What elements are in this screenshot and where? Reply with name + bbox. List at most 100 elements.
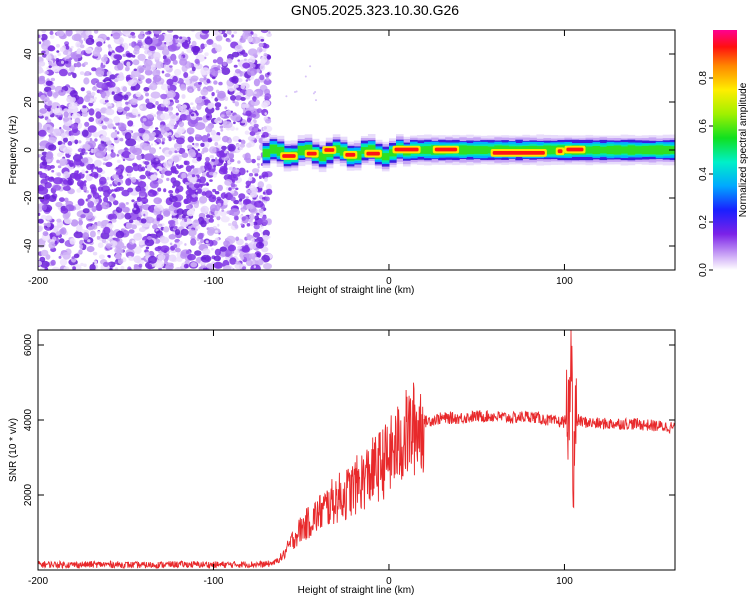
noise-speck: [41, 30, 47, 34]
noise-speck: [250, 99, 260, 106]
noise-speck: [229, 32, 232, 36]
spectrogram-x-tick-label: -200: [28, 276, 48, 287]
noise-speck: [231, 75, 239, 84]
noise-speck: [125, 202, 129, 205]
noise-speck: [215, 237, 220, 242]
signal-band-cell: [367, 145, 376, 154]
noise-speck: [143, 153, 155, 161]
noise-speck: [231, 51, 240, 58]
noise-speck: [137, 33, 145, 40]
noise-speck: [169, 195, 178, 203]
noise-speck: [186, 209, 195, 217]
noise-speck: [261, 246, 269, 253]
noise-speck: [111, 174, 119, 180]
noise-speck: [187, 229, 197, 237]
noise-speck: [205, 125, 213, 133]
signal-band-cell: [389, 149, 397, 157]
noise-speck: [133, 255, 142, 264]
signal-band-cell: [276, 146, 285, 156]
noise-speck: [221, 209, 225, 212]
noise-speck: [231, 220, 238, 227]
snr-y-tick-label: 4000: [23, 408, 34, 431]
noise-speck: [156, 214, 164, 221]
signal-core-red: [394, 147, 419, 152]
noise-speck: [135, 185, 141, 192]
noise-speck: [223, 200, 228, 206]
noise-speck: [230, 182, 236, 188]
noise-speck: [201, 135, 209, 143]
noise-speck: [100, 62, 104, 66]
noise-speck: [209, 146, 217, 154]
noise-speck: [38, 171, 43, 175]
noise-speck: [250, 238, 255, 243]
noise-speck: [187, 136, 194, 143]
noise-speck: [193, 45, 201, 53]
signal-core-red: [434, 147, 458, 152]
noise-speck: [59, 197, 65, 203]
noise-speck: [121, 30, 132, 36]
noise-speck: [95, 70, 105, 77]
noise-speck: [164, 170, 173, 176]
noise-speck: [200, 205, 209, 214]
noise-speck: [58, 89, 66, 96]
signal-band-cell: [360, 147, 369, 154]
spectrogram-y-tick-label: 20: [23, 96, 34, 108]
noise-speck: [148, 45, 157, 52]
noise-speck: [110, 33, 113, 37]
noise-speck: [250, 121, 255, 126]
noise-speck: [104, 96, 109, 101]
noise-speck: [239, 73, 243, 77]
noise-speck: [124, 132, 132, 140]
noise-speck: [136, 79, 143, 85]
noise-speck: [160, 236, 170, 244]
noise-speck: [101, 125, 108, 130]
noise-speck: [192, 168, 199, 174]
noise-speck: [149, 180, 159, 189]
noise-speck: [140, 257, 145, 261]
noise-speck: [128, 229, 135, 234]
spectrogram-y-tick-label: -20: [23, 190, 34, 205]
noise-speck: [94, 138, 98, 142]
noise-speck: [125, 251, 135, 258]
snr-y-tick-label: 2000: [23, 483, 34, 506]
noise-speck: [152, 190, 157, 196]
noise-speck: [130, 85, 136, 91]
noise-speck: [212, 76, 216, 80]
spectrogram-x-axis-label: Height of straight line (km): [298, 285, 415, 296]
noise-speck: [81, 148, 86, 154]
noise-speck: [202, 248, 211, 256]
noise-speck: [248, 241, 259, 250]
noise-speck: [113, 54, 120, 60]
noise-speck: [179, 36, 183, 40]
noise-speck: [212, 71, 219, 77]
noise-speck: [47, 100, 52, 106]
noise-speck: [213, 255, 221, 262]
noise-speck: [56, 105, 59, 109]
noise-speck: [186, 144, 193, 150]
spectrogram-marks: [38, 30, 675, 270]
signal-band-cell: [606, 145, 615, 155]
signal-band-cell: [620, 146, 629, 154]
noise-speck: [66, 95, 76, 104]
noise-speck: [251, 63, 256, 68]
noise-speck: [75, 62, 82, 68]
noise-speck: [144, 238, 155, 247]
noise-speck: [83, 61, 89, 66]
noise-speck: [254, 173, 259, 177]
noise-speck: [222, 135, 229, 143]
noise-speck: [232, 135, 240, 142]
noise-speck: [116, 106, 124, 113]
noise-speck: [48, 65, 52, 69]
colorbar-tick-label: 0.2: [698, 215, 709, 229]
noise-speck: [38, 225, 43, 232]
noise-speck: [244, 58, 247, 61]
noise-speck: [246, 223, 251, 227]
noise-speck: [245, 196, 249, 199]
signal-core-red: [324, 148, 335, 152]
noise-speck: [42, 53, 47, 58]
noise-speck: [139, 105, 143, 110]
noise-speck: [265, 196, 270, 202]
noise-speck: [74, 139, 79, 145]
noise-speck: [106, 36, 110, 41]
noise-speck: [105, 108, 115, 116]
